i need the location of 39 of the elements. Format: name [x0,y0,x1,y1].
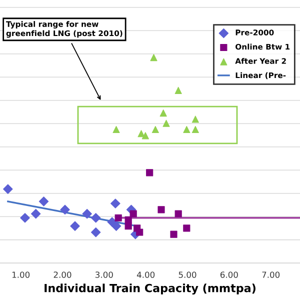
point [124,222,132,230]
point [60,204,70,215]
point [114,214,122,222]
point [183,126,190,134]
point [162,120,170,127]
point [160,110,167,117]
point [20,212,30,223]
point [90,212,101,223]
x-axis-title: Individual Train Capacity (mmtpa) [44,284,256,295]
point [146,169,154,176]
point [170,230,178,238]
point [70,221,80,231]
x-tick-label: 2.00 [54,272,72,278]
point [174,210,182,218]
point [158,206,165,214]
point [111,221,122,231]
point [136,228,144,236]
point [30,208,41,219]
point [112,126,120,134]
x-tick-label: 6.00 [220,272,238,278]
point [3,184,13,194]
point [150,54,158,62]
x-tick-label: 7.00 [262,272,280,278]
point [142,132,149,140]
point [130,210,137,218]
point [152,126,159,134]
x-tick-label: 3.00 [96,272,113,278]
point [38,196,49,206]
point [90,227,101,238]
point [138,130,145,138]
point [192,126,199,134]
point [192,116,199,123]
x-tick-label: 1.00 [12,272,30,278]
point [110,198,120,208]
point [174,86,182,94]
x-tick-label: 4.00 [136,272,155,278]
point [183,224,190,232]
point [82,208,92,219]
x-tick-label: 5.00 [178,272,196,278]
